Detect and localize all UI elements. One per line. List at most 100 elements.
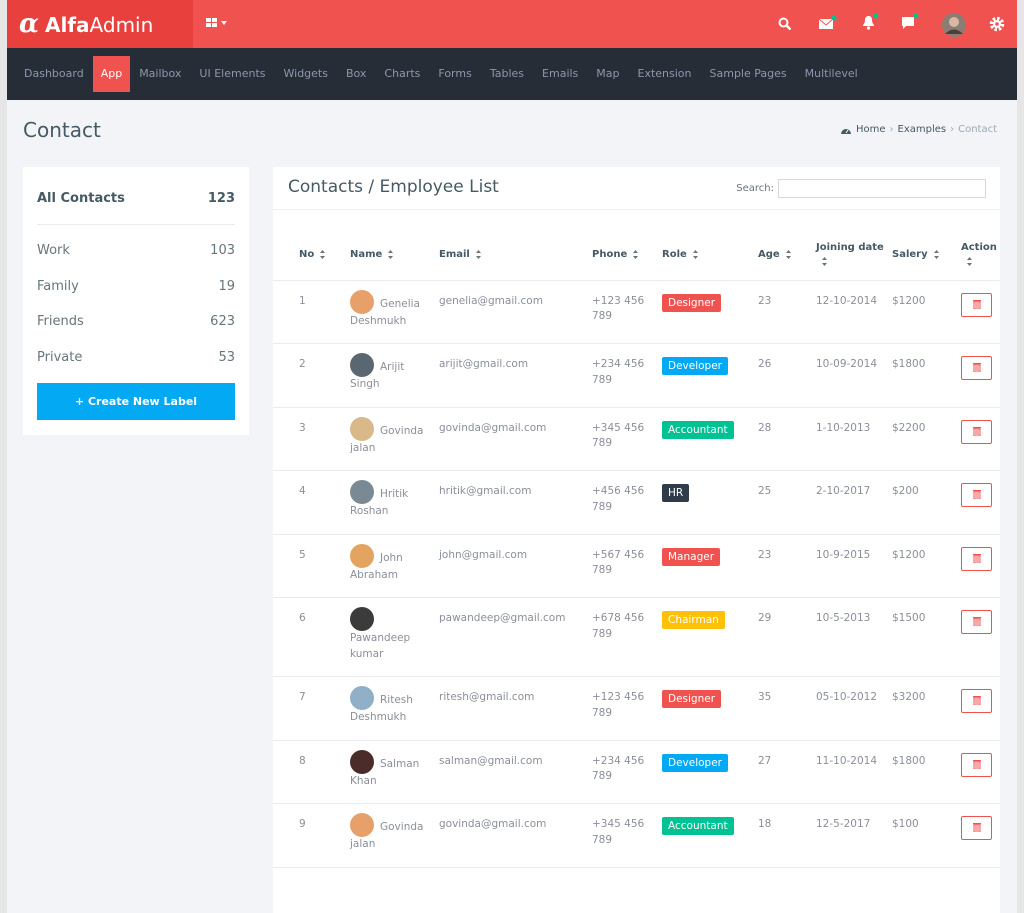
column-header[interactable]: Action [961, 230, 1000, 281]
name: John Abraham [350, 534, 439, 598]
nav-item[interactable]: Forms [438, 67, 472, 80]
nav-item[interactable]: Dashboard [24, 67, 84, 80]
mail-icon[interactable] [818, 15, 838, 31]
trash-icon [972, 696, 981, 706]
salary: $1200 [892, 534, 961, 598]
nav-item[interactable]: Widgets [283, 67, 328, 80]
name: Genelia Deshmukh [350, 280, 439, 344]
trash-icon [972, 363, 981, 373]
search-label: Search: [736, 183, 774, 194]
settings-icon[interactable] [989, 16, 1005, 32]
role-badge: Chairman [662, 611, 725, 629]
sort-icon [822, 257, 827, 267]
delete-button[interactable] [961, 419, 992, 444]
nav-item[interactable]: UI Elements [199, 67, 266, 80]
contact-label[interactable]: Friends 623 [37, 304, 235, 340]
delete-button[interactable] [961, 546, 992, 571]
all-contacts[interactable]: All Contacts 123 [37, 167, 235, 225]
name-text: Salman Khan [350, 757, 420, 787]
column-header[interactable]: Role [662, 230, 758, 281]
nav-item[interactable]: Charts [384, 67, 421, 80]
nav-item[interactable]: App [92, 56, 131, 92]
column-title: Name [350, 249, 383, 261]
delete-button[interactable] [961, 752, 992, 777]
nav-item[interactable]: Box [345, 67, 367, 80]
avatar [350, 543, 374, 568]
phone: +123 456 789 [592, 676, 662, 741]
search-icon[interactable] [778, 17, 792, 31]
breadcrumb-item[interactable]: Examples [897, 124, 947, 135]
main-nav: Dashboard App Mailbox UI Elements Widgets Box… [7, 48, 1017, 100]
delete-button[interactable] [961, 483, 992, 507]
column-header[interactable]: Phone [592, 230, 662, 281]
column-header[interactable]: Joining date [816, 230, 892, 281]
name-text: Pawandeep kumar [350, 632, 411, 660]
age: 25 [758, 470, 816, 535]
email: ritesh@gmail.com [439, 676, 592, 741]
age: 18 [758, 803, 816, 868]
trash-icon [972, 553, 981, 563]
no: 1 [273, 280, 350, 344]
role-badge: Developer [662, 357, 729, 375]
salary: $1800 [892, 343, 961, 408]
nav-item[interactable]: Tables [489, 67, 525, 80]
delete-button[interactable] [961, 292, 992, 317]
delete-button[interactable] [961, 689, 992, 713]
joining-date: 05-10-2012 [816, 676, 892, 741]
column-title: Salery [892, 249, 928, 261]
email: arijit@gmail.com [439, 343, 592, 408]
avatar [350, 749, 374, 774]
chat-icon[interactable] [900, 13, 920, 31]
contact-label[interactable]: Work 103 [37, 233, 235, 269]
user-avatar[interactable] [941, 12, 967, 38]
create-label-button[interactable]: + Create New Label [37, 383, 235, 420]
column-header[interactable]: No [273, 230, 350, 281]
role-badge: Accountant [662, 420, 734, 439]
count: 19 [218, 278, 235, 294]
name-text: John Abraham [350, 551, 403, 581]
apps-toggle[interactable] [206, 17, 232, 31]
joining-date: 12-5-2017 [816, 803, 892, 868]
label: Friends [37, 314, 84, 330]
count: 623 [210, 314, 235, 330]
contact-label[interactable]: Family 19 [37, 269, 235, 305]
delete-button[interactable] [961, 816, 992, 840]
logo[interactable]: α AlfaAdmin [7, 0, 193, 48]
column-header[interactable]: Email [439, 230, 592, 281]
column-header[interactable]: Age [758, 230, 816, 281]
column-header[interactable]: Salery [892, 230, 961, 281]
joining-date: 1-10-2013 [816, 407, 892, 471]
role-badge: Accountant [662, 817, 734, 835]
no: 9 [273, 803, 350, 868]
column-title: Role [662, 249, 687, 261]
breadcrumb-item[interactable]: Home [855, 124, 886, 135]
nav-item[interactable]: Map [596, 67, 620, 80]
notification-icon[interactable] [860, 13, 880, 31]
phone: +345 456 789 [592, 803, 662, 868]
contact-label[interactable]: Private 53 [37, 340, 235, 376]
nav-item[interactable]: Sample Pages [709, 67, 787, 80]
role: Manager [662, 534, 758, 598]
table-body: 1 Genelia Deshmukh genelia@gmail.com +123 4… [273, 280, 1000, 868]
nav-item[interactable]: Multilevel [804, 67, 858, 80]
delete-button[interactable] [961, 610, 992, 634]
joining-date: 10-5-2013 [816, 597, 892, 677]
card-header: Contacts / Employee List Search: [273, 167, 1000, 210]
role: Designer [662, 676, 758, 741]
nav-item[interactable]: Mailbox [139, 67, 182, 80]
sort-icon [320, 249, 326, 259]
name: Arijit Singh [350, 343, 439, 408]
nav-item[interactable]: Emails [542, 67, 579, 80]
no: 3 [273, 407, 350, 471]
salary: $200 [892, 470, 961, 535]
nav-item[interactable]: Extension [637, 67, 692, 80]
count: 53 [218, 349, 235, 365]
delete-button[interactable] [961, 356, 992, 380]
column-header[interactable]: Name [350, 230, 439, 281]
page-title: Contact [23, 118, 101, 142]
action [961, 407, 1000, 471]
search-input[interactable] [778, 179, 986, 198]
employee-row: 5 John Abraham john@gmail.com +567 456 789 M… [273, 534, 1000, 598]
search: Search: [736, 179, 986, 198]
